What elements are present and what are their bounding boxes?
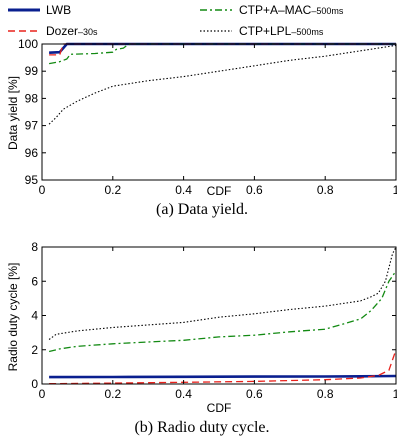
- chart-a-series-ctp-lpl: [48, 44, 397, 125]
- chart-b-xtick-label: 0.8: [317, 387, 334, 401]
- chart-a-ytick-label: 99: [25, 64, 39, 78]
- chart-a-series-lwb: [49, 42, 396, 54]
- chart-b-series-dozer: [49, 349, 397, 385]
- chart-b-xlabel: CDF: [207, 401, 232, 415]
- chart-a-xtick-label: 1: [393, 183, 397, 197]
- chart-a-ytick-label: 96: [25, 146, 39, 160]
- chart-a-xlabel: CDF: [207, 184, 232, 198]
- chart-b-ytick-label: 6: [31, 274, 38, 288]
- legend-ctp-lpl-sub: –500ms: [291, 27, 324, 37]
- chart-a-ytick-label: 97: [25, 119, 39, 133]
- svg-text:Dozer–30s: Dozer–30s: [46, 24, 98, 38]
- chart-b-series-lwb: [49, 374, 397, 379]
- svg-text:CTP+LPL–500ms: CTP+LPL–500ms: [239, 24, 324, 38]
- chart-a-axes-frame: [41, 43, 397, 181]
- legend: LWB Dozer–30s CTP+A–MAC–500ms CTP+LPL–50…: [8, 3, 344, 38]
- chart-b-axes-frame: [41, 246, 397, 385]
- legend-ctp-lpl-label: CTP+LPL: [239, 24, 292, 38]
- chart-a-caption: (a) Data yield.: [156, 201, 248, 218]
- legend-dozer-label: Dozer: [46, 24, 78, 38]
- legend-lwb-label: LWB: [46, 3, 71, 17]
- chart-a-ytick-label: 95: [25, 173, 39, 187]
- chart-b-series-ctp-lpl: [48, 246, 397, 340]
- chart-b-ytick-label: 0: [31, 377, 38, 391]
- chart-b-ytick-label: 8: [31, 240, 38, 254]
- chart-a-xtick-label: 0.2: [104, 183, 121, 197]
- chart-data-yield: Data yield [%] CDF (a) Data yield. 0 0.2 0…: [6, 37, 397, 218]
- chart-b-ytick-label: 4: [31, 309, 38, 323]
- chart-b-caption: (b) Radio duty cycle.: [134, 419, 269, 436]
- chart-radio-duty-cycle: Radio duty cycle [%] CDF (b) Radio duty …: [6, 240, 397, 436]
- chart-b-xtick-label: 0.4: [175, 387, 192, 401]
- chart-a-xtick-label: 0: [39, 183, 46, 197]
- legend-ctp-amac-sub: –500ms: [311, 6, 344, 16]
- chart-b-xtick-label: 0.6: [246, 387, 263, 401]
- chart-a-xtick-label: 0.4: [175, 183, 192, 197]
- chart-b-series-ctp-amac: [48, 270, 397, 353]
- chart-a-xtick-label: 0.6: [246, 183, 263, 197]
- chart-b-xtick-label: 0.2: [104, 387, 121, 401]
- legend-ctp-amac-label: CTP+A–MAC: [239, 3, 312, 17]
- chart-b-ytick-label: 2: [31, 343, 38, 357]
- chart-a-ylabel: Data yield [%]: [6, 76, 20, 150]
- chart-b-xtick-label: 1: [393, 387, 397, 401]
- legend-dozer-sub: –30s: [78, 27, 98, 37]
- chart-a-xtick-label: 0.8: [317, 183, 334, 197]
- chart-b-ylabel: Radio duty cycle [%]: [6, 263, 20, 372]
- chart-b-xtick-label: 0: [39, 387, 46, 401]
- chart-a-ytick-label: 100: [18, 37, 38, 51]
- chart-a-ytick-label: 98: [25, 91, 39, 105]
- svg-text:CTP+A–MAC–500ms: CTP+A–MAC–500ms: [239, 3, 344, 17]
